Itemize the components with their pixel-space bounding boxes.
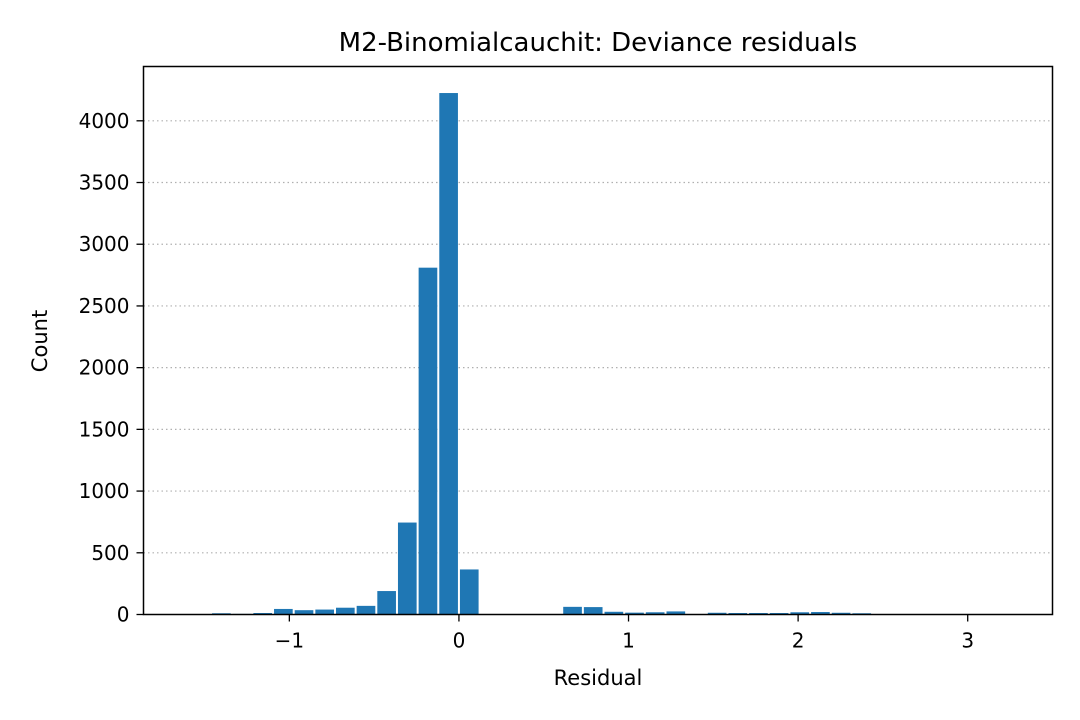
y-tick-label: 500 bbox=[91, 541, 129, 565]
y-axis-label: Count bbox=[28, 310, 52, 372]
histogram-bar bbox=[397, 522, 417, 615]
x-tick-label: −1 bbox=[275, 629, 304, 653]
y-tick-label: 3000 bbox=[79, 232, 130, 256]
histogram-bar bbox=[418, 267, 438, 615]
histogram-bar bbox=[356, 605, 376, 615]
x-tick-label: 2 bbox=[792, 629, 805, 653]
y-tick-label: 1500 bbox=[79, 417, 130, 441]
y-tick-label: 2000 bbox=[79, 356, 130, 380]
histogram-bar bbox=[666, 611, 686, 615]
histogram-bar bbox=[604, 611, 624, 615]
y-tick-label: 0 bbox=[117, 603, 130, 627]
histogram-bar bbox=[831, 612, 851, 615]
y-tick-label: 2500 bbox=[79, 294, 130, 318]
y-tick-label: 4000 bbox=[79, 109, 130, 133]
y-tick-label: 3500 bbox=[79, 171, 130, 195]
x-tick-label: 3 bbox=[961, 629, 974, 653]
chart-title: M2-Binomialcauchit: Deviance residuals bbox=[339, 28, 858, 58]
histogram-bar bbox=[294, 610, 314, 615]
y-tick-label: 1000 bbox=[79, 479, 130, 503]
x-tick-label: 1 bbox=[622, 629, 635, 653]
histogram-bar bbox=[790, 612, 810, 615]
plot-frame bbox=[142, 65, 1054, 616]
y-gridlines bbox=[143, 120, 1053, 554]
histogram-bar bbox=[625, 612, 644, 615]
histogram-bar bbox=[645, 612, 665, 615]
histogram-bar bbox=[811, 612, 830, 615]
histogram-bar bbox=[707, 612, 727, 615]
histogram-bar bbox=[315, 609, 335, 615]
histogram-bar bbox=[377, 591, 396, 615]
histogram-bar bbox=[459, 569, 479, 615]
x-tick-label: 0 bbox=[453, 629, 466, 653]
histogram-bar bbox=[439, 93, 458, 615]
histogram-bar bbox=[274, 608, 293, 615]
histogram-bar bbox=[583, 607, 603, 615]
histogram-bar bbox=[563, 606, 582, 615]
axis-ticks: −1 0 1 2 3 0 500 1000 1500 2000 2500 3000 3500 4000 bbox=[79, 109, 974, 653]
histogram-bars bbox=[191, 93, 1016, 615]
x-axis-label: Residual bbox=[554, 666, 643, 690]
histogram-bar bbox=[336, 607, 355, 615]
